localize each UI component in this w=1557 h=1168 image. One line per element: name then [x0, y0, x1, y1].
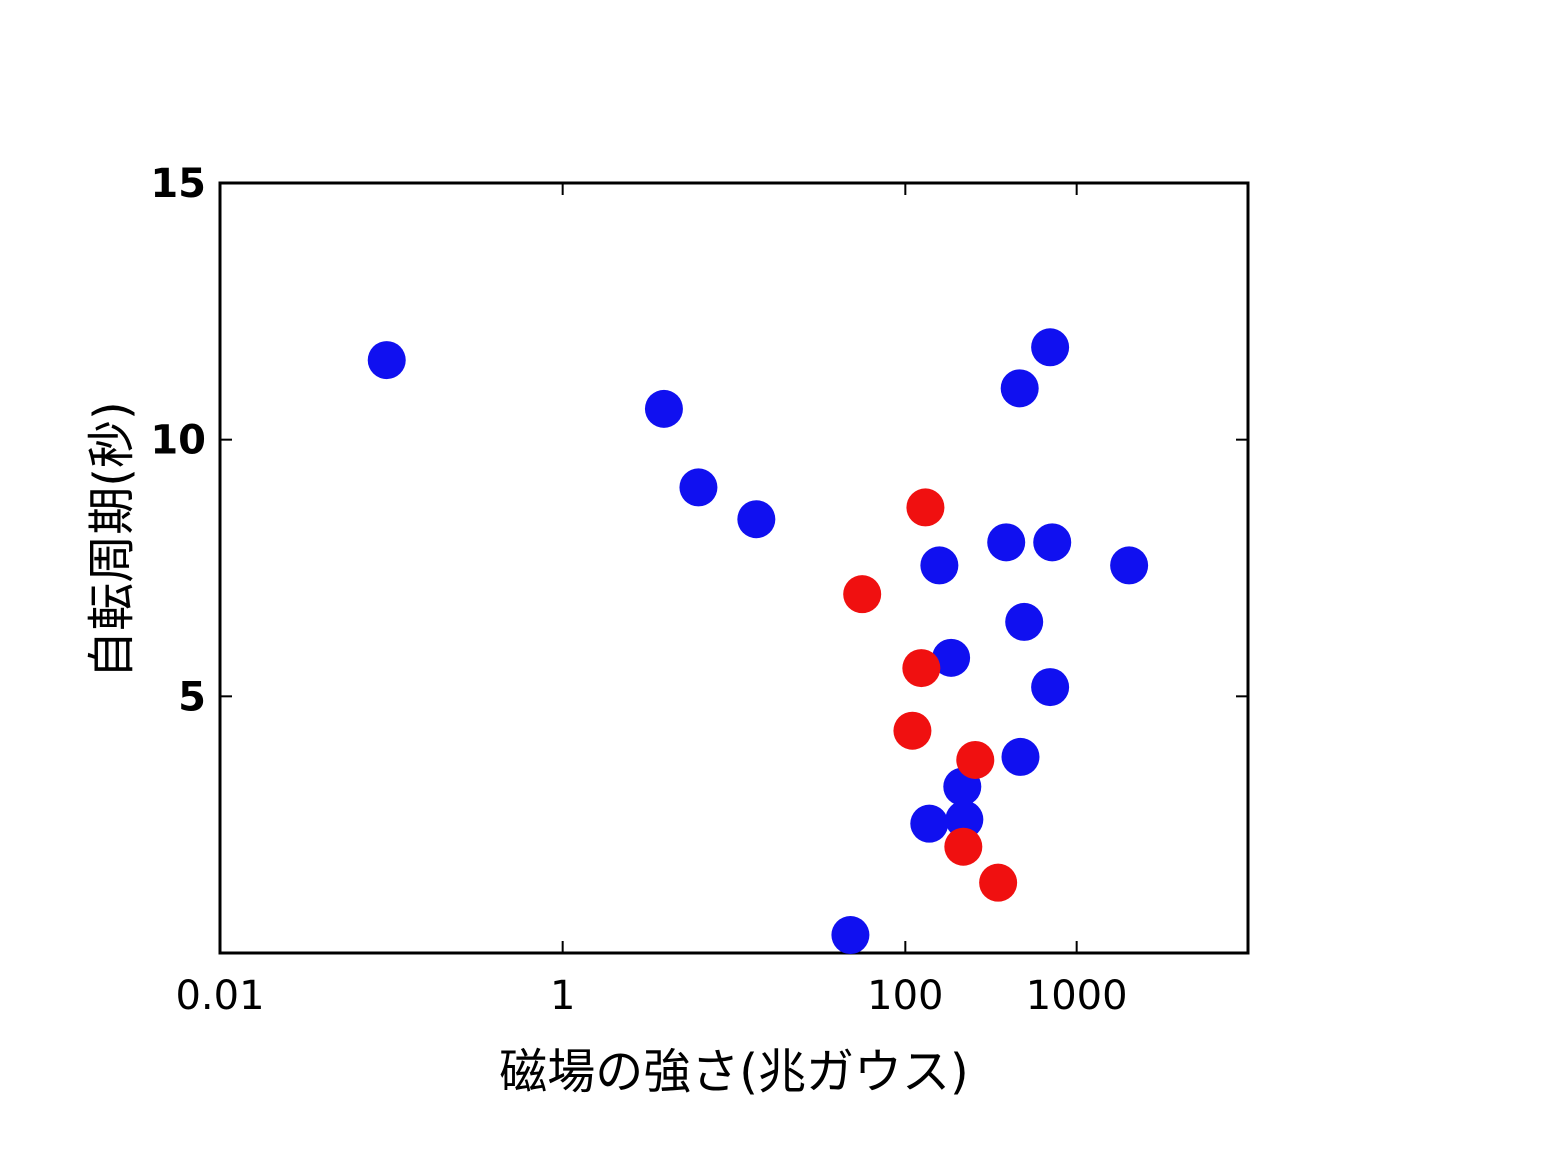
y-tick-label: 15 — [150, 161, 206, 207]
point — [920, 546, 959, 585]
x-tick-label: 1 — [550, 973, 575, 1019]
plot-frame — [218, 181, 1250, 955]
point — [944, 827, 983, 866]
y-tick-label: 10 — [150, 418, 206, 464]
point — [910, 804, 949, 843]
point — [956, 740, 995, 779]
point — [367, 341, 406, 380]
point — [737, 500, 776, 539]
point — [1031, 328, 1070, 367]
y-tick-label: 5 — [178, 674, 206, 720]
x-tick-label: 100 — [867, 973, 943, 1019]
x-tick-label: 0.01 — [175, 973, 264, 1019]
x-tick-label: 1000 — [1026, 973, 1128, 1019]
point — [1110, 546, 1149, 585]
point — [1031, 668, 1070, 707]
point — [1000, 369, 1039, 408]
point — [902, 649, 941, 688]
x-axis-label: 磁場の強さ(兆ガウス) — [499, 1044, 968, 1100]
point — [1001, 737, 1040, 776]
point — [644, 389, 683, 428]
point — [945, 800, 984, 839]
point — [679, 468, 718, 507]
point — [1005, 602, 1044, 641]
point — [987, 523, 1026, 562]
point — [979, 863, 1018, 902]
point — [843, 575, 882, 614]
point — [831, 916, 870, 955]
y-axis-label: 自転周期(秒) — [84, 401, 140, 678]
point — [893, 711, 932, 750]
point — [932, 638, 971, 677]
point — [906, 488, 945, 527]
point — [1033, 523, 1072, 562]
